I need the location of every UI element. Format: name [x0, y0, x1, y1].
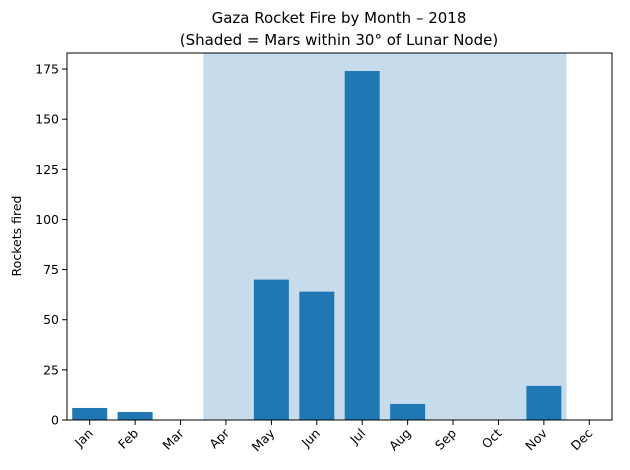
chart-subtitle: (Shaded = Mars within 30° of Lunar Node)	[180, 31, 498, 49]
y-tick-label: 50	[43, 312, 59, 327]
plot-area: 0 25 50 75 100 125 150 175 Jan Feb Mar Apr May Jun Jul…	[35, 52, 613, 454]
x-tick-label: Aug	[386, 426, 414, 454]
y-axis-label: Rockets fired	[9, 196, 24, 277]
y-tick-label: 175	[35, 62, 59, 77]
bar-may	[253, 279, 289, 420]
bar-jun	[299, 291, 335, 420]
x-tick-label: Feb	[115, 425, 141, 451]
bar-jan	[72, 407, 108, 420]
x-tick-label: Jan	[71, 426, 96, 451]
x-tick-label: Jul	[346, 426, 368, 448]
x-tick-label: Dec	[568, 425, 596, 453]
x-tick-label: Oct	[479, 425, 505, 451]
x-tick-label: May	[249, 425, 278, 454]
y-tick-label: 75	[43, 262, 59, 277]
y-tick-label: 100	[35, 212, 59, 227]
x-tick-label: Mar	[159, 425, 187, 453]
x-tick-label: Sep	[432, 425, 459, 452]
bar-feb	[117, 411, 153, 420]
bar-nov	[526, 385, 562, 420]
plot-frame	[66, 52, 613, 421]
y-tick-label: 25	[43, 362, 59, 377]
y-tick-label: 0	[51, 413, 59, 428]
x-tick-label: Jun	[298, 426, 323, 451]
y-tick-label: 125	[35, 162, 59, 177]
bar-aug	[390, 403, 426, 420]
x-tick-label: Nov	[522, 425, 550, 453]
bar-jul	[344, 71, 380, 420]
x-tick-label: Apr	[206, 425, 233, 452]
y-tick-label: 150	[35, 112, 59, 127]
chart-title: Gaza Rocket Fire by Month – 2018	[212, 9, 467, 27]
